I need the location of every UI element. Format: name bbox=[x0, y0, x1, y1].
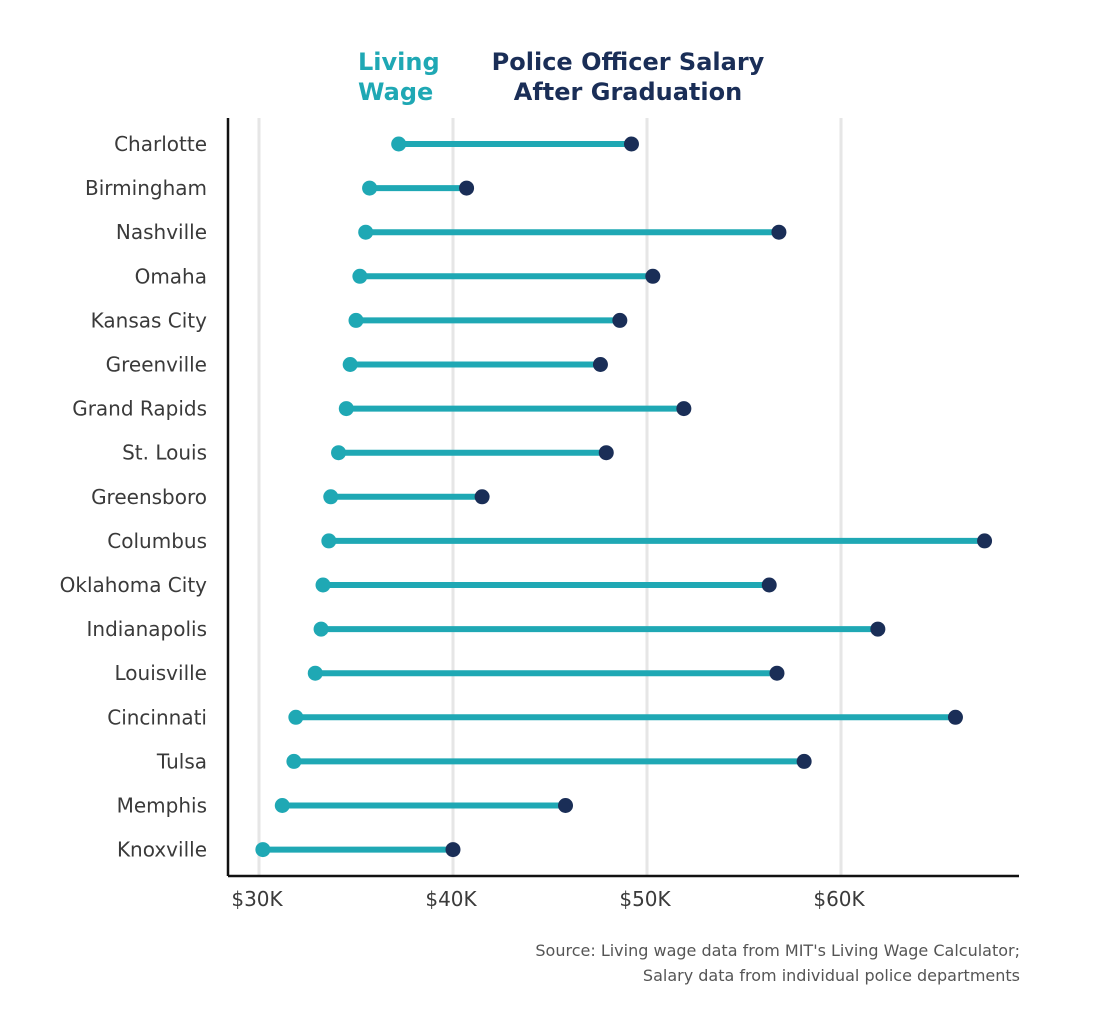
police-salary-point bbox=[769, 665, 785, 681]
police-salary-point bbox=[592, 357, 608, 372]
living-wage-point bbox=[255, 842, 271, 858]
dumbbell-marks bbox=[255, 136, 993, 858]
source-line-2: Salary data from individual police depar… bbox=[642, 966, 1020, 985]
category-label: Louisville bbox=[115, 661, 208, 685]
police-salary-point bbox=[977, 533, 993, 549]
police-salary-point bbox=[645, 268, 661, 284]
police-salary-point bbox=[676, 401, 692, 417]
police-salary-point bbox=[796, 753, 812, 769]
category-label: Oklahoma City bbox=[60, 573, 208, 597]
living-wage-point bbox=[348, 312, 364, 328]
category-label: Nashville bbox=[116, 220, 207, 244]
x-tick-label: $60K bbox=[813, 887, 865, 911]
living-wage-point bbox=[274, 798, 290, 813]
police-salary-point bbox=[459, 180, 475, 196]
legend-police-salary: Police Officer Salary bbox=[492, 48, 765, 76]
living-wage-point bbox=[307, 665, 323, 681]
category-label: Charlotte bbox=[114, 132, 207, 156]
police-salary-point bbox=[474, 489, 490, 505]
x-tick-label: $40K bbox=[425, 887, 477, 911]
legend-living-wage: Wage bbox=[358, 78, 433, 106]
source-note: Source: Living wage data from MIT's Livi… bbox=[535, 938, 1020, 988]
category-label: St. Louis bbox=[122, 441, 207, 465]
living-wage-point bbox=[358, 224, 374, 240]
axes bbox=[226, 118, 1019, 878]
category-label: Greenville bbox=[106, 353, 207, 377]
category-label: Greensboro bbox=[91, 485, 207, 509]
category-label: Columbus bbox=[107, 529, 207, 553]
category-label: Grand Rapids bbox=[72, 397, 207, 421]
x-tick-label: $30K bbox=[231, 887, 283, 911]
category-label: Omaha bbox=[135, 264, 207, 288]
living-wage-point bbox=[342, 357, 358, 372]
police-salary-point bbox=[947, 709, 963, 725]
police-salary-point bbox=[598, 445, 614, 461]
legend-living-wage: Living bbox=[358, 48, 440, 76]
category-label: Birmingham bbox=[85, 176, 207, 200]
living-wage-point bbox=[321, 533, 337, 549]
x-tick-labels: $30K $40K $50K $60K bbox=[231, 887, 865, 911]
living-wage-point bbox=[391, 136, 407, 152]
living-wage-point bbox=[286, 753, 302, 769]
grid-lines bbox=[257, 118, 843, 876]
police-salary-point bbox=[558, 798, 574, 813]
legend-police-salary: After Graduation bbox=[514, 78, 742, 106]
living-wage-point bbox=[338, 401, 354, 417]
police-salary-point bbox=[445, 842, 461, 858]
living-wage-point bbox=[323, 489, 339, 505]
category-label: Knoxville bbox=[117, 838, 207, 862]
living-wage-point bbox=[352, 268, 368, 284]
police-salary-point bbox=[612, 312, 628, 328]
living-wage-point bbox=[288, 709, 304, 725]
category-label: Cincinnati bbox=[107, 705, 207, 729]
police-salary-point bbox=[771, 224, 787, 240]
living-wage-point bbox=[315, 577, 331, 593]
police-salary-point bbox=[623, 136, 639, 152]
category-label: Tulsa bbox=[156, 749, 207, 773]
category-label: Kansas City bbox=[91, 308, 208, 332]
x-tick-label: $50K bbox=[619, 887, 671, 911]
category-labels: Charlotte Birmingham Nashville Omaha Kansas … bbox=[60, 132, 208, 862]
living-wage-point bbox=[313, 621, 329, 637]
living-wage-point bbox=[331, 445, 347, 461]
police-salary-point bbox=[761, 577, 777, 593]
living-wage-point bbox=[362, 180, 378, 196]
category-label: Memphis bbox=[117, 794, 207, 818]
category-label: Indianapolis bbox=[87, 617, 207, 641]
police-salary-point bbox=[870, 621, 886, 637]
source-line-1: Source: Living wage data from MIT's Livi… bbox=[535, 941, 1020, 960]
